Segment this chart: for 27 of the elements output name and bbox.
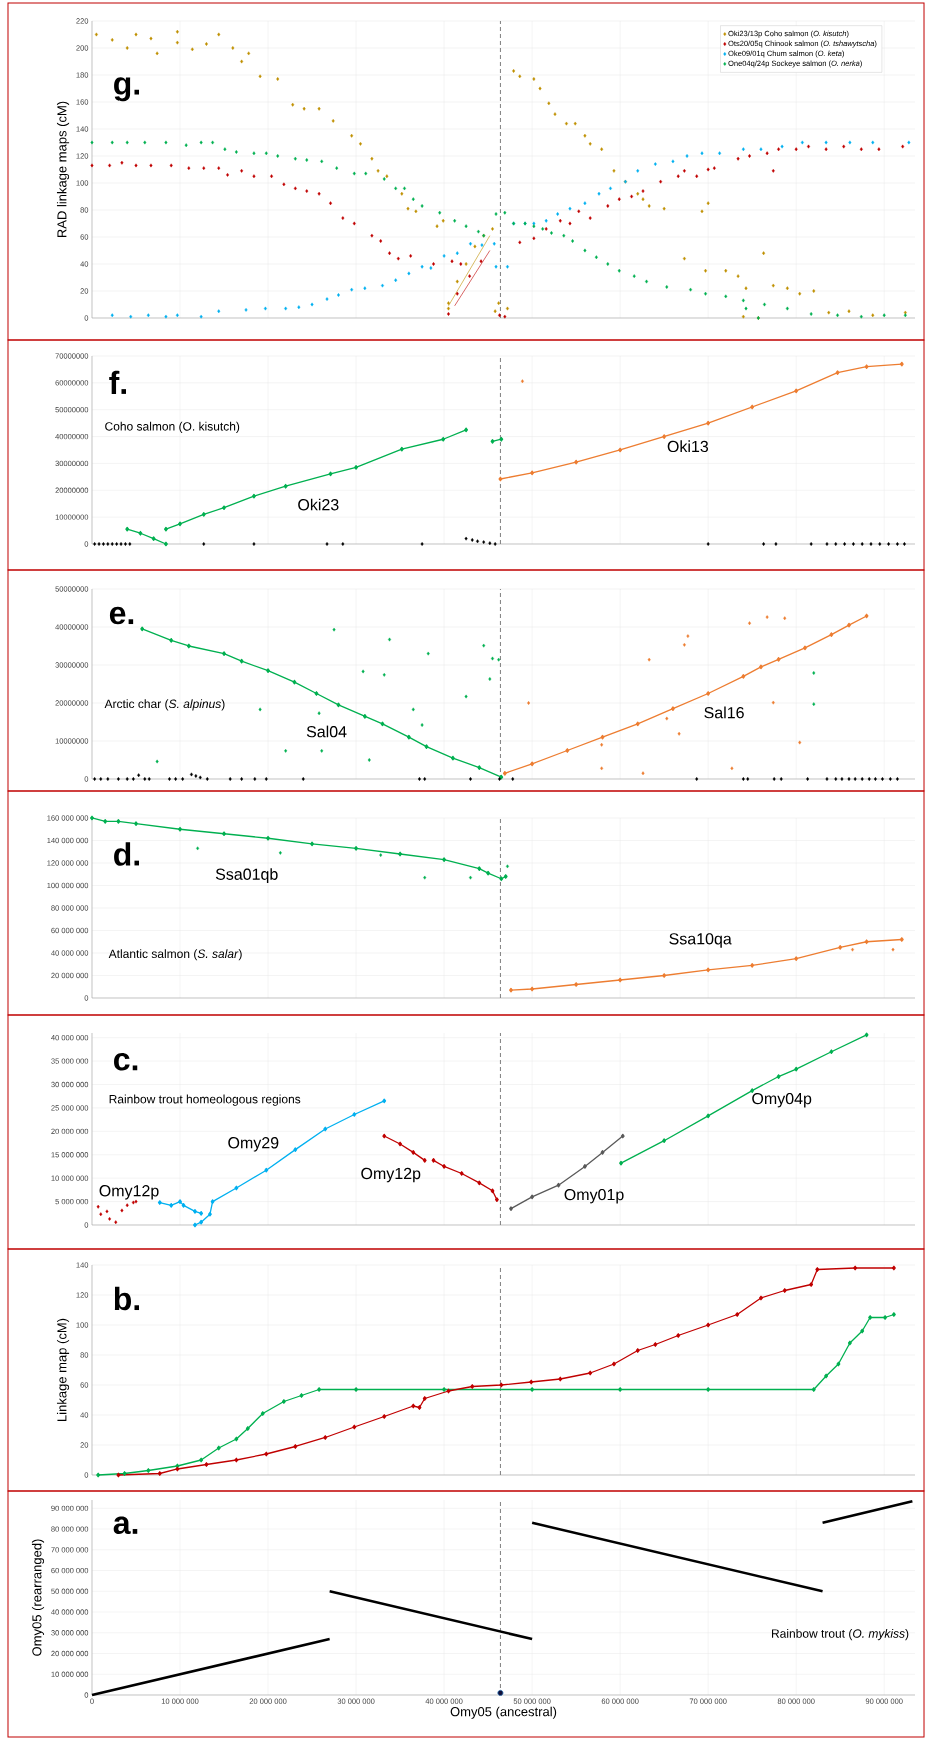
series-label: Omy29	[228, 1137, 279, 1152]
series-label: Sal16	[704, 706, 744, 719]
annotation: Rainbow trout homeologous regions	[109, 1094, 301, 1106]
series-label: Omy04p	[752, 1092, 812, 1108]
series-label: Omy01p	[564, 1188, 624, 1204]
y-axis-title: RAD linkage maps (cM)	[56, 101, 70, 238]
annotation: c.	[114, 1053, 138, 1071]
series-label: Ssa10qa	[669, 933, 732, 948]
series-label: Omy12p	[361, 1167, 421, 1183]
y-axis-title: Linkage map (cM)	[56, 1318, 70, 1421]
annotation: Rainbow trout (O. mykiss)	[772, 1628, 909, 1641]
annotation: b.	[114, 1286, 139, 1311]
annotation: f.	[109, 370, 126, 394]
series-label: Omy12p	[99, 1185, 159, 1200]
annotation: g.	[114, 77, 139, 102]
annotation: d.	[114, 842, 139, 866]
series-label: Sal04	[306, 725, 347, 738]
annotation: a.	[113, 1516, 138, 1535]
annotation: e.	[109, 606, 134, 625]
series-label: Ssa01qb	[215, 868, 278, 884]
annotation: Atlantic salmon (S. salar)	[108, 949, 242, 961]
annotation: Arctic char (S. alpinus)	[104, 699, 225, 711]
x-axis-title: Omy05 (ancestral)	[450, 1706, 557, 1719]
series-label: Oki13	[667, 440, 709, 453]
y-axis-title: Omy05 (rearranged)	[31, 1539, 45, 1656]
series-label: Oki23	[298, 498, 339, 511]
annotation: Coho salmon (O. kisutch)	[105, 421, 240, 434]
